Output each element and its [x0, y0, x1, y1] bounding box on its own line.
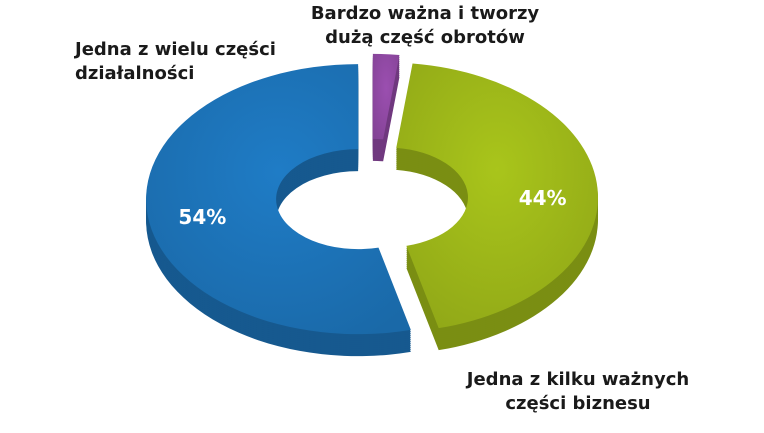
value-label: 44%: [519, 186, 567, 210]
slice: [396, 63, 598, 329]
value-label: 54%: [178, 205, 226, 229]
slice: [146, 64, 411, 335]
category-label: Jedna z wielu części działalności: [75, 39, 276, 84]
category-label: Bardzo ważna i tworzy dużą część obrotów: [310, 3, 540, 48]
slice: [372, 53, 400, 140]
category-label: Jedna z kilku ważnych części biznesu: [466, 369, 690, 414]
